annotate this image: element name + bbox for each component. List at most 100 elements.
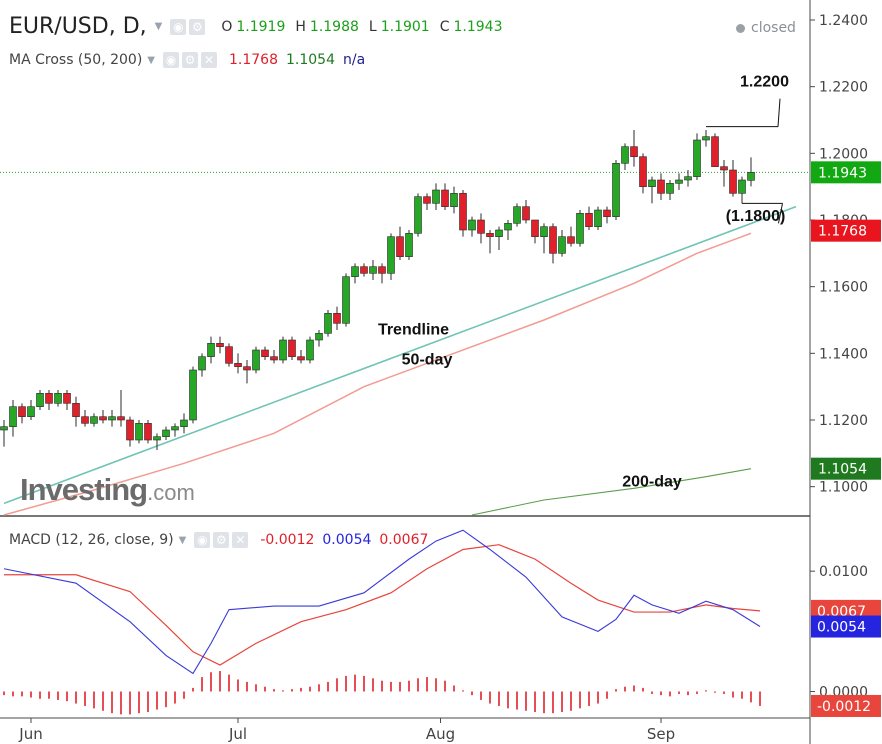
close-icon[interactable]: ✕ [201,52,217,68]
candle [342,273,350,327]
candle-body [612,163,620,217]
candle [207,336,215,364]
candle-body [27,406,35,417]
candle-body [369,266,377,274]
candle [513,203,521,227]
candle-body [162,429,170,437]
candle-body [531,219,539,237]
candle-body [315,333,323,341]
candle [594,206,602,230]
candle-body [207,343,215,357]
candle [648,176,656,204]
candle [288,336,296,360]
candle-body [576,213,584,244]
candle [657,173,665,200]
candle [0,420,8,447]
symbol-title: EUR/USD, D, [9,14,147,39]
eye-icon[interactable]: ◉ [163,52,179,68]
candle-body [720,166,728,171]
candle-body [144,423,152,441]
candle-body [495,229,503,237]
chart-annotation: 200-day [622,474,682,491]
candle-body [702,136,710,141]
gear-icon[interactable]: ⚙ [189,18,206,35]
candle [279,336,287,364]
candle [54,390,62,407]
candle-body [117,416,125,421]
candle-body [513,206,521,224]
close-icon[interactable]: ✕ [232,532,249,548]
candle [441,183,449,210]
candle-body [288,339,296,357]
candle [729,160,737,197]
ma50-line [3,232,752,516]
candle [225,343,233,367]
candle-body [747,172,755,181]
candle-body [522,206,530,221]
candle [630,130,638,167]
candle [567,226,575,247]
candle [18,403,26,424]
candle [486,230,494,254]
candle-body [279,339,287,361]
candle [747,157,755,187]
candle-body [594,209,602,227]
macd-line-value: 0.0054 [322,532,372,548]
candle [315,330,323,347]
chevron-down-icon[interactable]: ▼ [178,534,187,546]
candle-body [153,436,161,441]
candle-body [198,356,206,371]
price-axis-label: 1.2200 [819,80,868,96]
eye-icon[interactable]: ◉ [170,18,187,35]
price-axis-label: 1.1600 [819,280,868,296]
candle [576,210,584,247]
candle-body [63,393,71,404]
candle-body [243,366,251,371]
eye-icon[interactable]: ◉ [194,532,211,548]
candle [387,233,395,280]
candle [711,133,719,167]
candle [135,420,143,444]
candle-body [486,233,494,237]
price-tag-label: 1.1768 [818,224,867,240]
candle [549,223,557,264]
candle [117,390,125,427]
price-axis-label: 1.1200 [819,413,868,429]
candle [666,180,674,200]
macd-tag [811,694,881,717]
chevron-down-icon[interactable]: ▼ [154,21,163,32]
candle-body [432,189,440,204]
price-tag-label: 1.1054 [818,462,867,478]
candle [90,413,98,427]
chevron-down-icon[interactable]: ▼ [147,54,155,66]
level-pointer [777,98,781,127]
candle [270,350,278,364]
macd-title: MACD (12, 26, close, 9) [9,532,174,548]
chart-annotation: Trendline [378,321,449,338]
price-axis-label: 1.2400 [819,13,868,29]
gear-icon[interactable]: ⚙ [182,52,198,68]
chart-annotation: (1.1800) [726,208,786,225]
candle [684,170,692,187]
candle [9,400,17,437]
candle-body [270,356,278,361]
candle [477,213,485,244]
candle-body [0,426,8,431]
candle-body [657,179,665,194]
price-tag-label: 1.1943 [818,165,867,181]
candle [45,390,53,410]
gear-icon[interactable]: ⚙ [213,532,230,548]
candle-body [360,266,368,274]
candle-body [666,183,674,194]
investing-logo: Investing .com [20,472,195,507]
candle [63,390,71,410]
candle-body [648,179,656,187]
candle-body [504,223,512,231]
candle-body [72,403,80,417]
candle [468,216,476,237]
candle [693,133,701,180]
macd-tag-label: -0.0012 [817,699,871,715]
level-pointer [778,203,783,224]
candle-body [216,343,224,347]
